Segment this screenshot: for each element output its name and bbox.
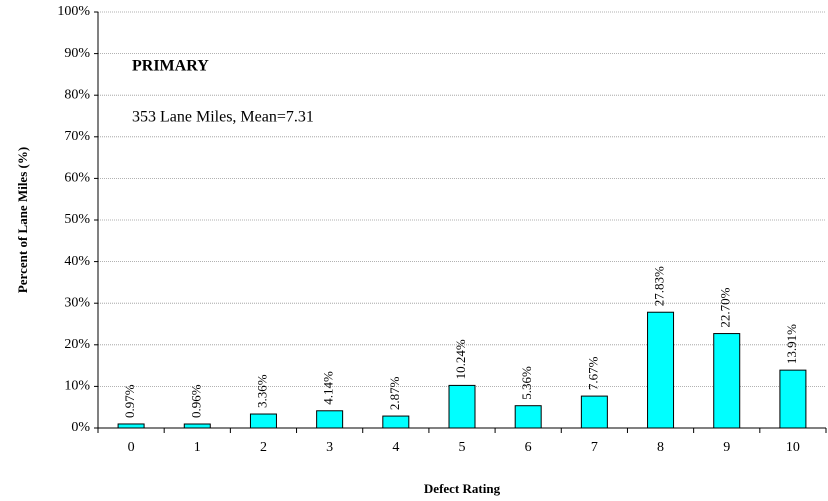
y-tick-label: 30% [64, 295, 90, 310]
bar [249, 413, 277, 429]
bar [382, 415, 410, 429]
x-tick-label: 6 [525, 440, 532, 455]
annotation: 353 Lane Miles, Mean=7.31 [132, 109, 314, 126]
value-label: 3.36% [254, 374, 269, 408]
bar [580, 395, 608, 429]
x-tick-label: 0 [128, 440, 135, 455]
x-tick-label: 3 [326, 440, 333, 455]
bar [779, 369, 807, 429]
x-tick-label: 2 [260, 440, 267, 455]
y-tick-label: 80% [64, 87, 90, 102]
y-axis-label: Percent of Lane Miles (%) [15, 147, 30, 293]
value-label: 5.36% [519, 366, 534, 400]
bar [647, 311, 675, 429]
y-tick-label: 60% [64, 171, 90, 186]
y-tick-label: 90% [64, 46, 90, 61]
bar [448, 384, 476, 429]
x-tick-label: 7 [591, 440, 598, 455]
y-tick-label: 0% [71, 420, 90, 435]
bar [183, 423, 211, 429]
value-label: 7.67% [585, 356, 600, 390]
bar [713, 333, 741, 429]
bar [316, 410, 344, 429]
y-tick-label: 10% [64, 379, 90, 394]
value-label: 0.96% [188, 384, 203, 418]
bar [514, 405, 542, 429]
x-tick-label: 4 [392, 440, 399, 455]
x-tick-label: 8 [657, 440, 664, 455]
x-tick-label: 1 [194, 440, 201, 455]
y-tick-label: 100% [57, 4, 90, 19]
value-label: 22.70% [718, 287, 733, 327]
x-axis-label: Defect Rating [424, 481, 501, 496]
x-tick-label: 5 [459, 440, 466, 455]
value-label: 27.83% [652, 266, 667, 306]
y-tick-label: 20% [64, 337, 90, 352]
x-tick-label: 10 [786, 440, 800, 455]
bar [117, 423, 145, 429]
value-label: 0.97% [122, 384, 137, 418]
value-label: 4.14% [321, 371, 336, 405]
value-label: 10.24% [453, 339, 468, 379]
x-tick-label: 9 [723, 440, 730, 455]
value-label: 13.91% [784, 324, 799, 364]
y-tick-label: 50% [64, 212, 90, 227]
y-tick-label: 70% [64, 129, 90, 144]
y-tick-label: 40% [64, 254, 90, 269]
annotation: PRIMARY [132, 58, 209, 75]
value-label: 2.87% [387, 376, 402, 410]
